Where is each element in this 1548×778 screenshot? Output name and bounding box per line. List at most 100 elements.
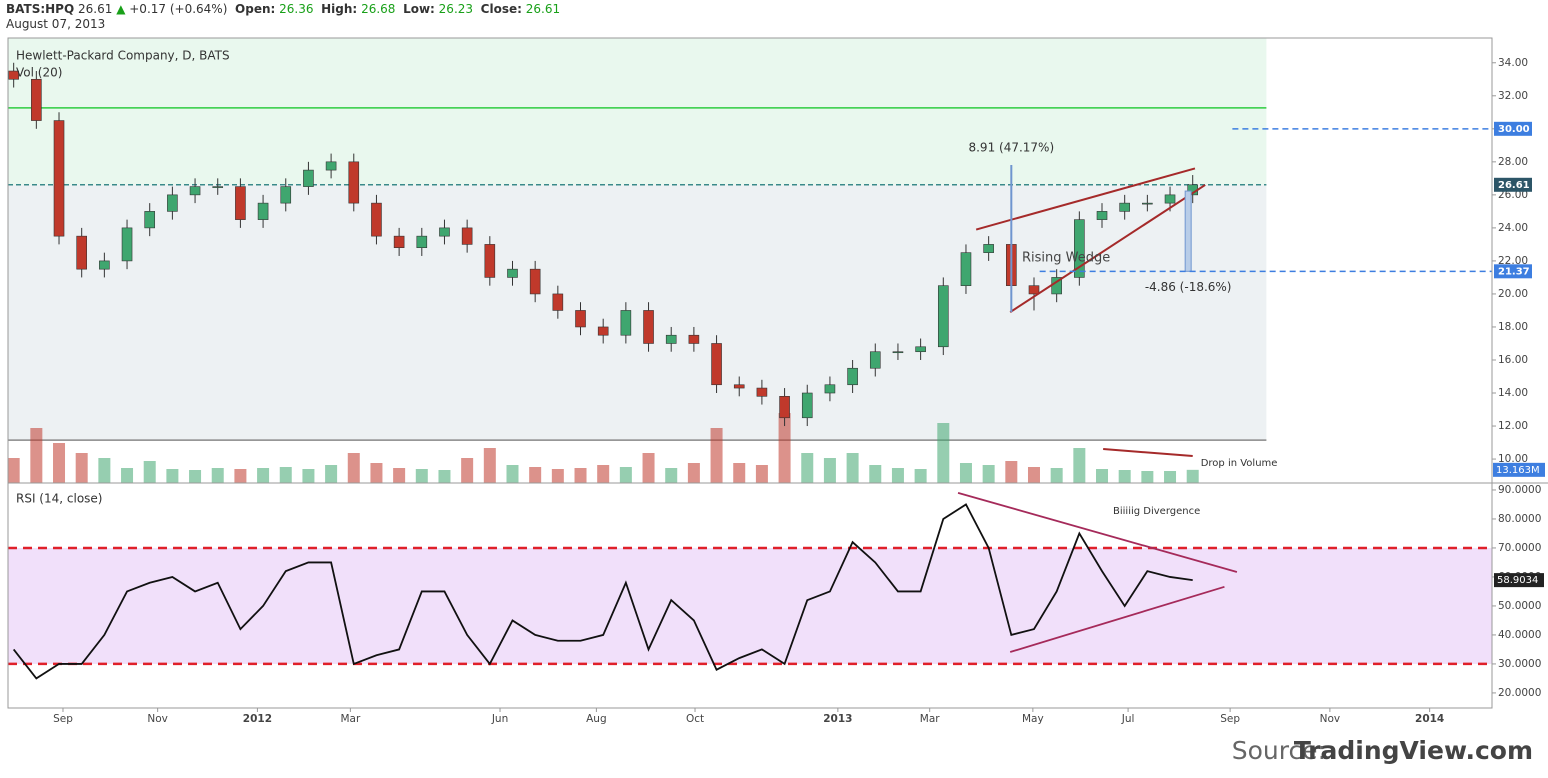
volume-note-label: Drop in Volume [1201, 458, 1278, 469]
candle-body [960, 252, 972, 286]
y-tick-label: 16.00 [1498, 354, 1528, 366]
candle-body [711, 343, 722, 386]
source-prefix: Source: [1232, 736, 1326, 765]
candle-body [1028, 285, 1040, 295]
volume-bar [823, 458, 836, 483]
volume-bar [325, 465, 338, 483]
candle-body [1096, 211, 1108, 220]
x-tick-label: Nov [147, 713, 168, 725]
volume-bar [370, 463, 383, 483]
symbol: BATS:HPQ [6, 2, 75, 16]
y-tick-label: 32.00 [1498, 90, 1528, 102]
x-tick-label: 2013 [823, 713, 852, 725]
volume-note-line [1103, 448, 1193, 457]
rsi-title: RSI (14, close) [16, 492, 102, 506]
volume-bar [121, 468, 134, 483]
open: 26.36 [279, 2, 314, 16]
volume-bar [1050, 468, 1063, 483]
price-tag-label: 30.00 [1498, 124, 1530, 135]
candle-body [53, 120, 65, 237]
price-tag [1494, 264, 1532, 279]
wedge-line [1009, 184, 1206, 313]
candle-body [189, 186, 201, 196]
volume-bar [710, 428, 723, 483]
volume-bar [30, 428, 43, 483]
candle-body [756, 387, 768, 397]
candle-body [144, 211, 156, 229]
candle-body [76, 235, 87, 270]
volume-bar [642, 453, 655, 483]
volume-bar [143, 461, 156, 483]
volume-bar [574, 468, 587, 483]
candle-body [824, 384, 836, 394]
volume-bar [211, 468, 224, 483]
wedge-line [975, 167, 1196, 231]
x-tick-label: 2012 [243, 713, 272, 725]
volume-bar [53, 443, 66, 483]
candle-body [280, 186, 292, 204]
y-tick-label: 28.00 [1498, 156, 1528, 168]
volume-bar [483, 448, 496, 483]
y-tick-label: 80.0000 [1498, 513, 1541, 525]
volume-bar [914, 469, 927, 483]
volume-bar [846, 453, 859, 483]
quote-line: BATS:HPQ 26.61 ▲ +0.17 (+0.64%) Open: 26… [6, 2, 560, 17]
divergence-line [1009, 585, 1225, 653]
candle-body [393, 235, 405, 249]
price-tag-label: 26.61 [1498, 180, 1530, 191]
candle-body [461, 227, 473, 245]
x-tick-label: Mar [920, 713, 940, 725]
candle-body [847, 367, 858, 386]
volume-bar [755, 465, 768, 483]
candle-body [99, 260, 110, 270]
last-price: 26.61 [78, 2, 113, 16]
candle-body [552, 293, 564, 311]
change-arrow: ▲ [116, 2, 126, 16]
volume-tag-label: 13.163M [1496, 465, 1540, 476]
candle-body [779, 396, 790, 419]
frame [7, 37, 1493, 709]
x-tick-label: May [1022, 713, 1044, 725]
volume-bar [891, 468, 904, 483]
y-tick-label: 20.00 [1498, 288, 1528, 300]
candle-body [1142, 202, 1153, 205]
x-tick-label: 2014 [1415, 713, 1444, 725]
close: 26.61 [525, 2, 561, 16]
x-tick-label: Aug [586, 713, 607, 725]
candle-body [371, 202, 382, 237]
volume-title: Vol (20) [16, 66, 62, 80]
volume-bar [1005, 461, 1018, 483]
low: 26.23 [438, 2, 474, 16]
zone [8, 38, 1267, 185]
candle-body [121, 227, 133, 262]
volume-bar [619, 467, 632, 483]
rsi-line [12, 503, 1193, 680]
y-tick-label: 12.00 [1498, 420, 1528, 432]
candle-body [416, 235, 428, 249]
candle-body [1119, 202, 1130, 212]
price-tag-label: 21.37 [1498, 266, 1530, 277]
high: 26.68 [361, 2, 396, 16]
y-tick-label: 30.0000 [1498, 658, 1541, 670]
volume-bar [1141, 471, 1154, 483]
zone [8, 184, 1267, 441]
y-tick-label: 40.0000 [1498, 629, 1541, 641]
volume-bar [1073, 448, 1086, 483]
rsi-tag [1494, 573, 1544, 588]
candle-body [1164, 194, 1176, 204]
x-tick-label: Nov [1320, 713, 1341, 725]
divergence-line [957, 491, 1238, 573]
y-tick-label: 26.00 [1498, 189, 1528, 201]
volume-tag [1493, 462, 1545, 477]
volume-bar [1027, 467, 1040, 483]
volume-bar [75, 453, 88, 483]
candle-body [484, 244, 496, 278]
candle-body [303, 169, 314, 187]
measure-up-label: 8.91 (47.17%) [968, 140, 1054, 154]
candle-body [167, 194, 178, 212]
y-tick-label: 10.00 [1498, 453, 1528, 465]
volume-bar [166, 469, 179, 483]
volume-bar [733, 463, 746, 483]
volume-bar [415, 469, 428, 483]
